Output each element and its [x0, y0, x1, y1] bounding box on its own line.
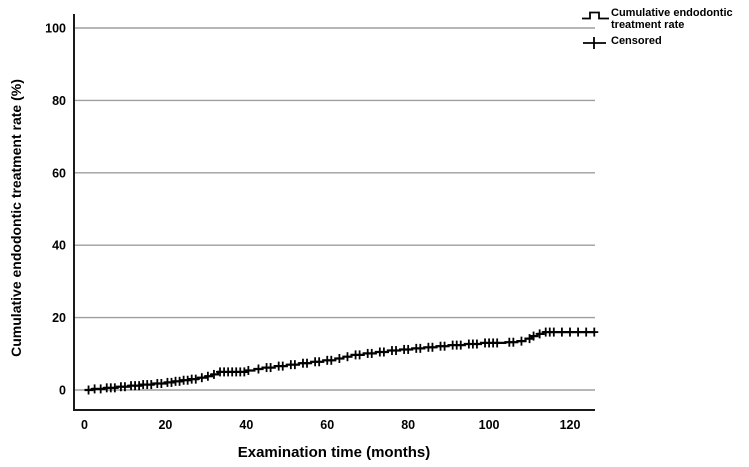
y-axis-title: Cumulative endodontic treatment rate (%): [8, 79, 24, 357]
y-tick-label: 60: [52, 166, 66, 180]
legend-item-curve: Cumulative endodontic treatment rate: [581, 7, 748, 32]
x-axis-title: Examination time (months): [237, 444, 431, 461]
y-tick-label: 0: [59, 384, 66, 398]
y-tick-label: 20: [52, 311, 66, 325]
x-tick-label: 40: [239, 418, 253, 432]
x-tick-label: 100: [479, 418, 500, 432]
x-tick-label: 60: [320, 418, 334, 432]
x-tick-label: 120: [560, 418, 581, 432]
x-tick-label: 80: [401, 418, 415, 432]
y-tick-label: 100: [45, 22, 66, 36]
legend-label-curve: Cumulative endodontic treatment rate: [611, 7, 733, 32]
y-tick-label: 40: [52, 239, 66, 253]
x-tick-label: 20: [158, 418, 172, 432]
y-tick-label: 80: [52, 94, 66, 108]
legend-label-censored: Censored: [611, 34, 662, 47]
step-line-icon: [582, 11, 609, 20]
legend-item-censored: Censored: [581, 35, 748, 50]
legend: Cumulative endodontic treatment rate Cen…: [581, 7, 748, 53]
plus-icon: [583, 36, 606, 49]
x-tick-label: 0: [81, 418, 88, 432]
